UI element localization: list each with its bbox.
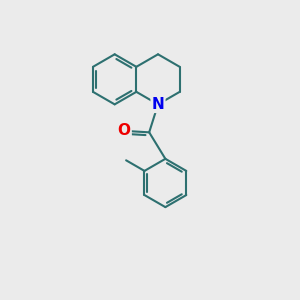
Text: O: O bbox=[118, 123, 131, 138]
Text: N: N bbox=[152, 97, 164, 112]
